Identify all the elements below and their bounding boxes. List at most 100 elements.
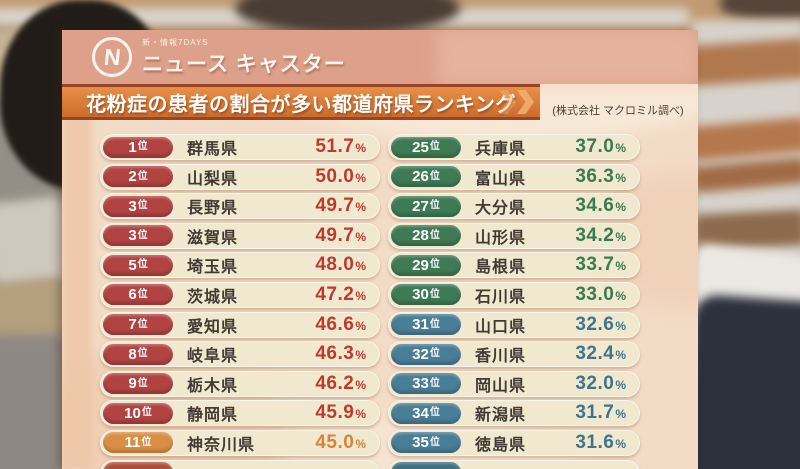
ranking-row: 7 位愛知県 46.6% xyxy=(100,311,380,338)
ranking-row: 8 位岐阜県 46.3% xyxy=(100,341,380,368)
rank-suffix: 位 xyxy=(141,407,152,419)
value-number: 32.0 xyxy=(575,372,615,394)
ranking-column-right: 25 位兵庫県 37.0% 26 位富山県 36.3% 27 位大分県 34.6% 28 位山形県 3… xyxy=(388,134,640,469)
rank-badge xyxy=(103,462,173,469)
ranking-row: 1 位群馬県 51.7% xyxy=(100,134,380,160)
rank-badge: 33 位 xyxy=(391,373,461,395)
prefecture-name: 岡山県 xyxy=(475,377,527,395)
percentage-value: 36.3% xyxy=(575,166,640,188)
prefecture-name: 岐阜県 xyxy=(187,348,239,366)
percent-sign: % xyxy=(355,436,366,451)
value-number: 34.6 xyxy=(575,195,615,217)
rank-suffix: 位 xyxy=(429,229,440,241)
percentage-value: 49.7% xyxy=(315,195,380,217)
percentage-value: 48.0% xyxy=(315,254,380,276)
rank-badge: 35 位 xyxy=(391,432,461,454)
ranking-title-banner: 花粉症の患者の割合が多い都道府県ランキング xyxy=(62,84,540,120)
rank-suffix: 位 xyxy=(429,348,440,360)
value-number: 32.4 xyxy=(575,343,615,365)
percent-sign: % xyxy=(355,229,366,244)
rank-suffix: 位 xyxy=(429,200,440,212)
rank-badge: 11 位 xyxy=(103,432,173,454)
rank-badge: 34 位 xyxy=(391,402,461,424)
percent-sign: % xyxy=(355,377,366,392)
rank-number: 2 xyxy=(128,168,137,186)
value-number: 46.2 xyxy=(315,372,355,394)
ranking-row: 28 位山形県 34.2% xyxy=(388,222,640,249)
ranking-row: 27 位大分県 34.6% xyxy=(388,193,640,220)
rank-suffix: 位 xyxy=(429,436,440,448)
prefecture-name: 山梨県 xyxy=(187,170,239,188)
value-number: 33.0 xyxy=(575,283,615,305)
rank-suffix: 位 xyxy=(429,259,440,271)
percentage-value: 33.7% xyxy=(575,254,640,276)
percentage-value: 46.2% xyxy=(315,373,380,395)
value-number: 46.3 xyxy=(315,343,355,365)
rank-suffix: 位 xyxy=(429,407,440,419)
percentage-value: 51.7% xyxy=(315,136,380,158)
percentage-value: 33.0% xyxy=(575,284,640,306)
rank-number: 26 xyxy=(412,168,429,186)
rank-number: 28 xyxy=(412,227,429,245)
ranking-row: 35 位徳島県 31.6% xyxy=(388,429,640,456)
rank-number: 9 xyxy=(128,375,137,393)
value-number: 31.7 xyxy=(575,402,615,424)
percent-sign: % xyxy=(615,170,626,185)
percent-sign: % xyxy=(615,407,626,422)
value-number: 33.7 xyxy=(575,254,615,276)
board-decor-shape xyxy=(62,84,92,469)
rank-number: 33 xyxy=(412,375,429,393)
program-title-block: 新・情報7DAYS ニュース キャスター xyxy=(142,37,346,78)
value-number: 47.2 xyxy=(315,283,355,305)
prefecture-name: 長野県 xyxy=(187,200,239,218)
prefecture-name: 香川県 xyxy=(475,348,527,366)
rank-number: 32 xyxy=(412,345,429,363)
percent-sign: % xyxy=(615,436,626,451)
percentage-value: 46.6% xyxy=(315,314,380,336)
rank-number: 35 xyxy=(412,434,429,452)
value-number: 31.6 xyxy=(575,431,615,453)
percent-sign: % xyxy=(615,200,626,215)
background-blur-shape xyxy=(0,276,71,344)
rank-number: 8 xyxy=(128,345,137,363)
ranking-row: 11 位神奈川県 45.0% xyxy=(100,429,380,456)
percentage-value: 50.0% xyxy=(315,166,380,188)
program-title: ニュース キャスター xyxy=(142,52,346,76)
ranking-row: 10 位静岡県 45.9% xyxy=(100,400,380,427)
rank-number: 34 xyxy=(412,404,429,422)
value-number: 34.2 xyxy=(575,224,615,246)
ranking-row: 32 位香川県 32.4% xyxy=(388,341,640,368)
shelf-blur-shape xyxy=(686,37,800,87)
percentage-value: 31.7% xyxy=(575,402,640,424)
ranking-row-partial xyxy=(100,459,380,469)
percent-sign: % xyxy=(355,259,366,274)
percent-sign: % xyxy=(355,288,366,303)
prefecture-name: 神奈川県 xyxy=(187,436,256,454)
person-clothing-shape xyxy=(681,293,800,469)
value-number: 48.0 xyxy=(315,254,355,276)
rank-number: 6 xyxy=(128,286,137,304)
chevron-decor-icon xyxy=(517,90,534,114)
rank-badge: 27 位 xyxy=(391,195,461,217)
value-number: 45.0 xyxy=(315,431,355,453)
percentage-value: 31.6% xyxy=(575,432,640,454)
ranking-row: 31 位山口県 32.6% xyxy=(388,311,640,338)
prefecture-name: 静岡県 xyxy=(187,407,239,425)
ranking-row: 34 位新潟県 31.7% xyxy=(388,400,640,427)
background-blur-shape xyxy=(0,335,70,469)
percentage-value: 34.2% xyxy=(575,225,640,247)
value-number: 49.7 xyxy=(315,224,355,246)
rank-suffix: 位 xyxy=(137,318,148,330)
value-number: 51.7 xyxy=(315,136,355,157)
rank-suffix: 位 xyxy=(137,259,148,271)
rank-badge: 30 位 xyxy=(391,284,461,306)
prefecture-name: 群馬県 xyxy=(187,141,239,158)
ranking-row: 3 位滋賀県 49.7% xyxy=(100,222,380,249)
ranking-column-left: 1 位群馬県 51.7% 2 位山梨県 50.0% 3 位長野県 49.7% 3 位滋賀県 49.7%… xyxy=(100,134,380,469)
